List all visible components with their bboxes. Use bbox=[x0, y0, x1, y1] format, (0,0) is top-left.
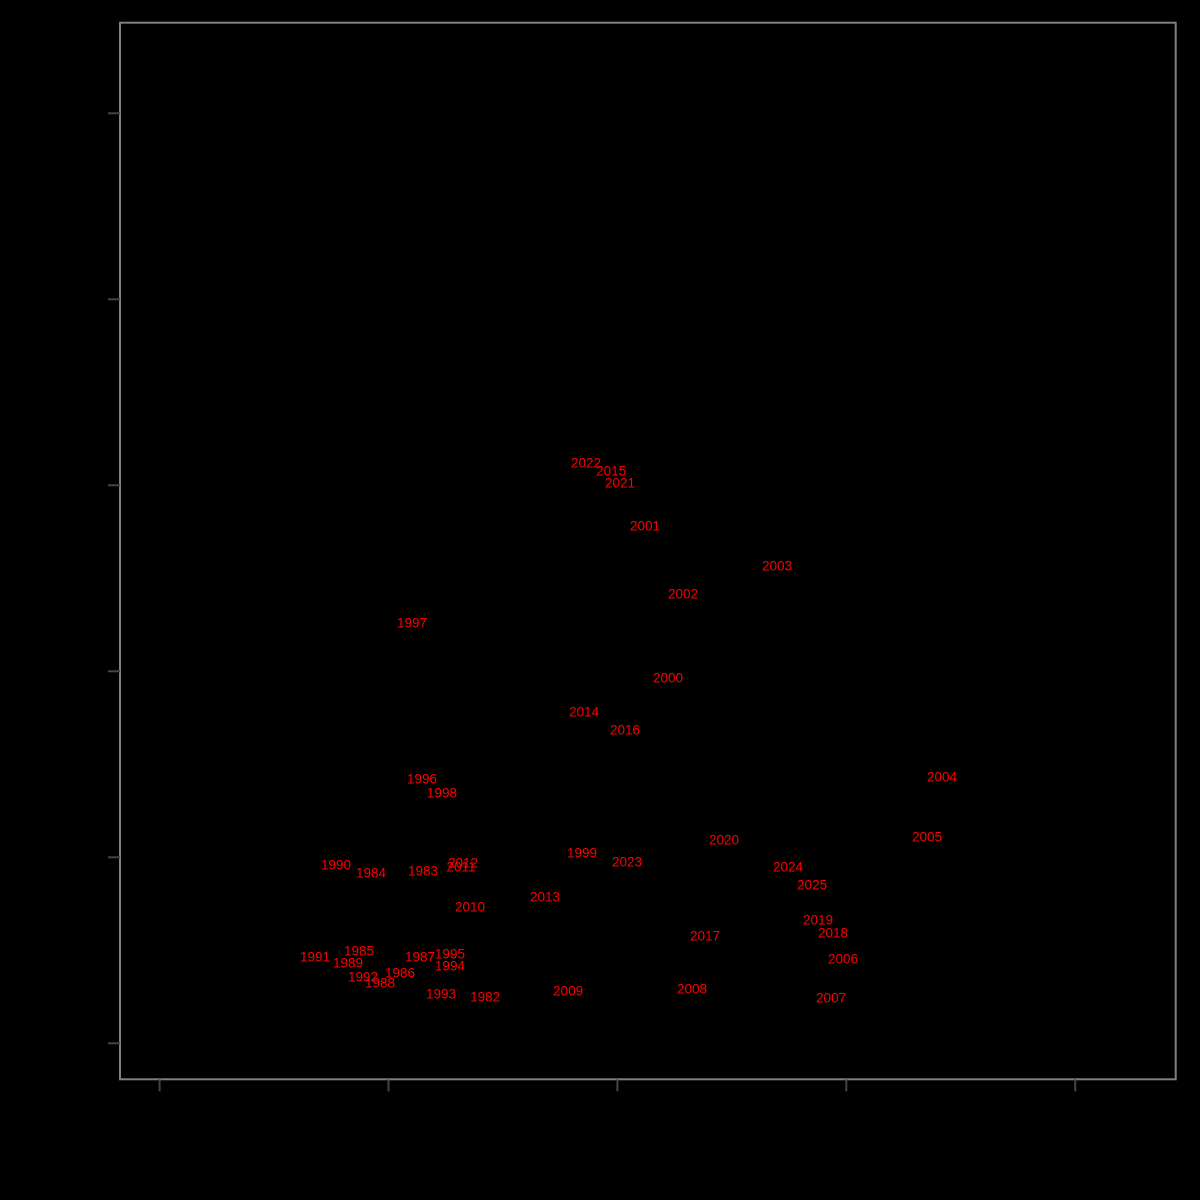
year-label-2013: 2013 bbox=[530, 890, 560, 905]
year-label-2014: 2014 bbox=[569, 705, 600, 720]
year-label-2018: 2018 bbox=[818, 926, 848, 941]
year-label-2025: 2025 bbox=[797, 878, 827, 893]
year-label-1997: 1997 bbox=[397, 616, 427, 631]
year-label-2017: 2017 bbox=[690, 928, 720, 943]
year-label-2016: 2016 bbox=[610, 722, 640, 737]
year-label-1991: 1991 bbox=[300, 949, 330, 964]
x-tick-label: 0e+00 bbox=[132, 1104, 188, 1126]
year-label-2023: 2023 bbox=[612, 855, 642, 870]
x-axis-title: SSB bbox=[528, 1148, 572, 1171]
year-label-2022: 2022 bbox=[571, 455, 601, 470]
year-label-1987: 1987 bbox=[405, 949, 435, 964]
year-label-2001: 2001 bbox=[630, 519, 660, 534]
year-label-2015: 2015 bbox=[596, 463, 626, 478]
y-tick-label: 0e+00 bbox=[77, 1015, 99, 1071]
x-tick-label: 8e+06 bbox=[1047, 1104, 1103, 1126]
year-label-1988: 1988 bbox=[365, 976, 395, 991]
year-label-2006: 2006 bbox=[828, 952, 858, 967]
year-label-2009: 2009 bbox=[553, 984, 583, 999]
year-label-2000: 2000 bbox=[653, 670, 683, 685]
year-label-2003: 2003 bbox=[762, 559, 792, 574]
year-label-1993: 1993 bbox=[426, 987, 456, 1002]
year-label-2011: 2011 bbox=[447, 859, 476, 874]
year-label-1985: 1985 bbox=[344, 944, 374, 959]
year-label-1989: 1989 bbox=[333, 956, 363, 971]
y-tick-label: 2e+07 bbox=[77, 829, 99, 885]
y-tick-label: 8e+07 bbox=[77, 271, 99, 327]
x-tick-label: 2e+06 bbox=[360, 1104, 416, 1126]
trajectory-line bbox=[314, 461, 943, 999]
year-label-2002: 2002 bbox=[668, 587, 698, 602]
year-label-2021: 2021 bbox=[605, 475, 635, 490]
year-label-2020: 2020 bbox=[709, 833, 739, 848]
year-label-1982: 1982 bbox=[470, 989, 500, 1004]
x-tick-label: 6e+06 bbox=[818, 1104, 874, 1126]
year-label-1984: 1984 bbox=[356, 866, 387, 881]
year-label-1996: 1996 bbox=[407, 771, 437, 786]
y-tick-label: 4e+07 bbox=[77, 643, 99, 699]
footer-attribution: stockassessment.org, BW-2025, r19314 , g… bbox=[910, 1182, 1186, 1194]
year-label-2005: 2005 bbox=[912, 830, 942, 845]
year-label-1995: 1995 bbox=[435, 947, 465, 962]
year-label-2019: 2019 bbox=[803, 912, 833, 927]
year-label-1983: 1983 bbox=[408, 863, 438, 878]
y-tick-label: 1e+08 bbox=[77, 85, 99, 141]
year-label-1998: 1998 bbox=[427, 786, 457, 801]
year-label-2024: 2024 bbox=[773, 859, 804, 874]
year-label-1994: 1994 bbox=[435, 959, 466, 974]
year-label-2007: 2007 bbox=[816, 991, 846, 1006]
year-label-1999: 1999 bbox=[567, 846, 597, 861]
plot-frame bbox=[119, 21, 1177, 1081]
y-tick-label: 6e+07 bbox=[77, 457, 99, 513]
year-label-2010: 2010 bbox=[455, 899, 485, 914]
year-label-1986: 1986 bbox=[385, 965, 415, 980]
y-axis-title: R(age 1) bbox=[10, 513, 33, 595]
year-label-2012: 2012 bbox=[448, 855, 478, 870]
year-label-1990: 1990 bbox=[321, 858, 351, 873]
year-label-1992: 1992 bbox=[348, 969, 378, 984]
year-label-2004: 2004 bbox=[927, 770, 958, 785]
x-tick-label: 4e+06 bbox=[589, 1104, 645, 1126]
year-label-2008: 2008 bbox=[677, 981, 707, 996]
